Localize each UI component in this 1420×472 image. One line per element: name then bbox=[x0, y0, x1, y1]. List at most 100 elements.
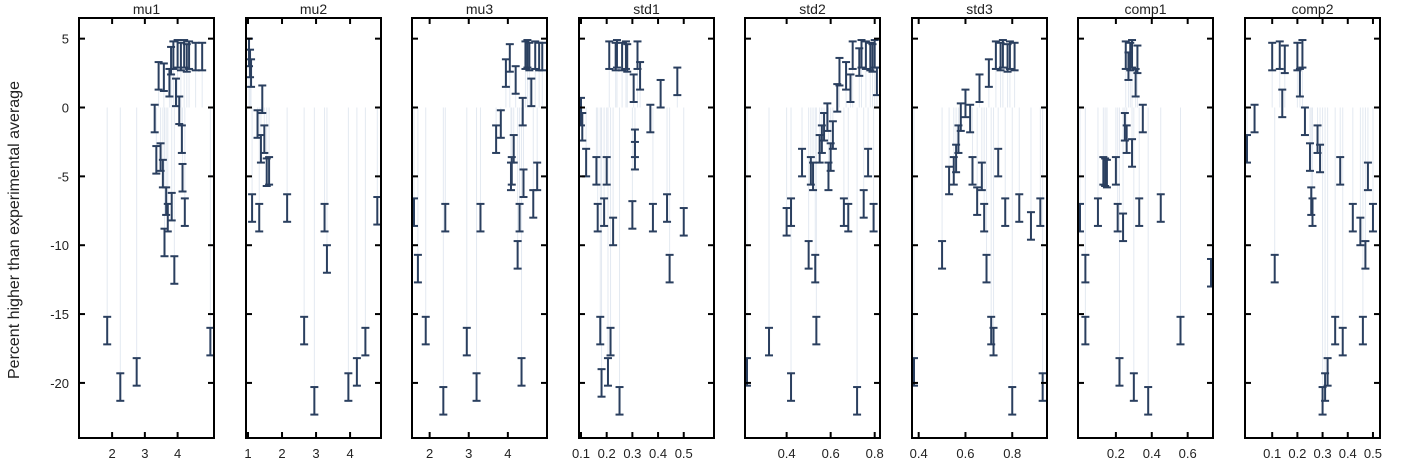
panel-mu2: mu2 1 2 3 4 bbox=[244, 1, 382, 461]
error-bar bbox=[602, 156, 611, 186]
error-bar bbox=[977, 161, 986, 192]
error-bar bbox=[609, 216, 618, 247]
x-tick-label: 0.5 bbox=[1364, 446, 1382, 461]
error-bar bbox=[1368, 202, 1377, 233]
panel-plot-area bbox=[1078, 39, 1213, 416]
error-bar bbox=[248, 193, 257, 223]
error-bar bbox=[1280, 44, 1289, 75]
x-tick-label: 0.4 bbox=[1339, 446, 1357, 461]
error-bar bbox=[1102, 158, 1111, 189]
x-tick-label: 0.1 bbox=[1263, 446, 1281, 461]
error-bar bbox=[1122, 124, 1131, 154]
panel-comp1: comp1 0.2 0.4 0.6 bbox=[1077, 1, 1214, 461]
x-tick-label: 0.5 bbox=[675, 446, 693, 461]
x-tick-label: 0.4 bbox=[1143, 446, 1161, 461]
error-bar bbox=[656, 78, 665, 109]
error-bar bbox=[527, 77, 536, 108]
error-bar bbox=[798, 147, 807, 178]
error-bar bbox=[1300, 106, 1309, 137]
panel-frame bbox=[911, 17, 1048, 439]
error-bar bbox=[1015, 193, 1024, 223]
error-bar bbox=[163, 202, 172, 233]
error-bar bbox=[912, 357, 918, 387]
error-bar bbox=[1129, 372, 1138, 402]
error-bar bbox=[150, 103, 159, 134]
error-bar bbox=[596, 315, 605, 346]
error-bar bbox=[1307, 186, 1316, 216]
error-bar bbox=[441, 202, 450, 233]
x-tick-label: 0.2 bbox=[1107, 446, 1125, 461]
error-bar bbox=[1081, 253, 1090, 284]
panel-title: std3 bbox=[966, 1, 993, 17]
x-tick-label: 0.2 bbox=[598, 446, 616, 461]
error-bar bbox=[1278, 88, 1287, 119]
error-bar bbox=[956, 102, 965, 132]
error-bar bbox=[646, 103, 655, 134]
x-tick-label: 4 bbox=[346, 446, 353, 461]
y-tick-label: 5 bbox=[62, 32, 69, 47]
error-bar bbox=[1176, 315, 1185, 346]
panel-title: mu2 bbox=[300, 1, 327, 17]
x-tick-label: 0.4 bbox=[649, 446, 667, 461]
error-bar bbox=[869, 202, 878, 233]
error-bar bbox=[787, 197, 796, 227]
error-bar bbox=[246, 48, 255, 79]
panel-plot-area bbox=[912, 39, 1047, 416]
error-bar bbox=[1331, 315, 1340, 346]
panel-title: comp1 bbox=[1124, 1, 1166, 17]
error-bar bbox=[344, 372, 353, 402]
panel-frame bbox=[1077, 17, 1214, 439]
error-bar bbox=[842, 61, 851, 91]
error-bar bbox=[1336, 156, 1345, 186]
error-bar bbox=[1361, 240, 1370, 270]
error-bar bbox=[848, 40, 857, 70]
error-bar bbox=[1036, 197, 1045, 227]
x-tick-label: 4 bbox=[504, 446, 511, 461]
error-bar bbox=[787, 372, 796, 402]
error-bar bbox=[1245, 134, 1251, 164]
x-tick-label: 0.2 bbox=[1288, 446, 1306, 461]
x-tick-label: 4 bbox=[174, 446, 181, 461]
error-bar bbox=[310, 386, 319, 416]
error-bar bbox=[132, 357, 141, 387]
error-bar bbox=[373, 196, 381, 226]
error-bar bbox=[982, 253, 991, 284]
panel-frame bbox=[744, 17, 881, 439]
error-bar bbox=[663, 193, 672, 223]
error-bar bbox=[603, 357, 612, 387]
error-bar bbox=[178, 162, 187, 193]
error-bar bbox=[636, 61, 645, 91]
error-bar bbox=[1295, 67, 1304, 98]
error-bar bbox=[1363, 161, 1372, 192]
x-tick-label: 1 bbox=[244, 446, 251, 461]
error-bar bbox=[1081, 315, 1090, 346]
error-bar bbox=[1298, 39, 1307, 69]
error-bar bbox=[361, 326, 370, 357]
error-bar bbox=[476, 202, 485, 233]
error-bar bbox=[198, 41, 207, 72]
error-bar bbox=[258, 84, 267, 115]
error-bar bbox=[765, 326, 774, 357]
error-bar bbox=[1010, 41, 1019, 72]
x-tick-label: 0.4 bbox=[778, 446, 796, 461]
error-bar bbox=[472, 372, 481, 402]
error-bar bbox=[630, 140, 639, 171]
error-bar bbox=[593, 202, 602, 233]
error-bar bbox=[998, 39, 1007, 69]
error-bar bbox=[320, 202, 329, 233]
error-bar bbox=[518, 96, 527, 127]
error-bar bbox=[253, 109, 262, 139]
error-bar bbox=[853, 386, 862, 416]
error-bar bbox=[421, 315, 430, 346]
panel-frame bbox=[578, 17, 715, 439]
panel-std2: std2 0.4 0.6 0.8 bbox=[744, 1, 884, 461]
error-bar bbox=[600, 197, 609, 227]
error-bar bbox=[648, 202, 657, 233]
error-bar bbox=[177, 124, 186, 154]
error-bar bbox=[1275, 40, 1284, 70]
error-bar bbox=[582, 147, 591, 178]
error-bar bbox=[812, 315, 821, 346]
error-bar bbox=[439, 386, 448, 416]
error-bar bbox=[1001, 197, 1010, 227]
